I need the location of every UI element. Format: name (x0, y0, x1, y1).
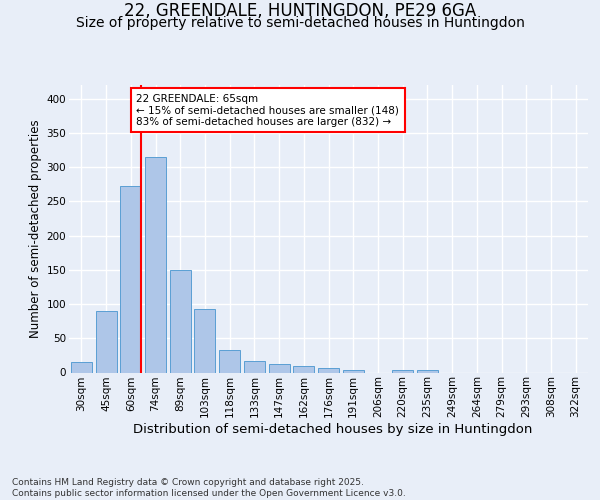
Bar (244, 361, 265, 372)
Bar (145, 157, 166, 372)
Bar (194, 309, 215, 372)
Bar (120, 186, 141, 372)
Bar (293, 366, 314, 372)
Bar (392, 370, 413, 372)
Bar (71, 362, 92, 372)
Bar (170, 270, 191, 372)
Bar (219, 350, 240, 372)
Text: 22 GREENDALE: 65sqm
← 15% of semi-detached houses are smaller (148)
83% of semi-: 22 GREENDALE: 65sqm ← 15% of semi-detach… (136, 94, 400, 127)
Bar (95, 311, 116, 372)
Text: Contains HM Land Registry data © Crown copyright and database right 2025.
Contai: Contains HM Land Registry data © Crown c… (12, 478, 406, 498)
Text: 22, GREENDALE, HUNTINGDON, PE29 6GA: 22, GREENDALE, HUNTINGDON, PE29 6GA (124, 2, 476, 21)
Bar (343, 370, 364, 372)
Bar (417, 370, 438, 372)
Bar (269, 364, 290, 372)
Text: Size of property relative to semi-detached houses in Huntingdon: Size of property relative to semi-detach… (76, 16, 524, 30)
Y-axis label: Number of semi-detached properties: Number of semi-detached properties (29, 120, 43, 338)
Text: Distribution of semi-detached houses by size in Huntingdon: Distribution of semi-detached houses by … (133, 422, 533, 436)
Bar (318, 368, 339, 372)
